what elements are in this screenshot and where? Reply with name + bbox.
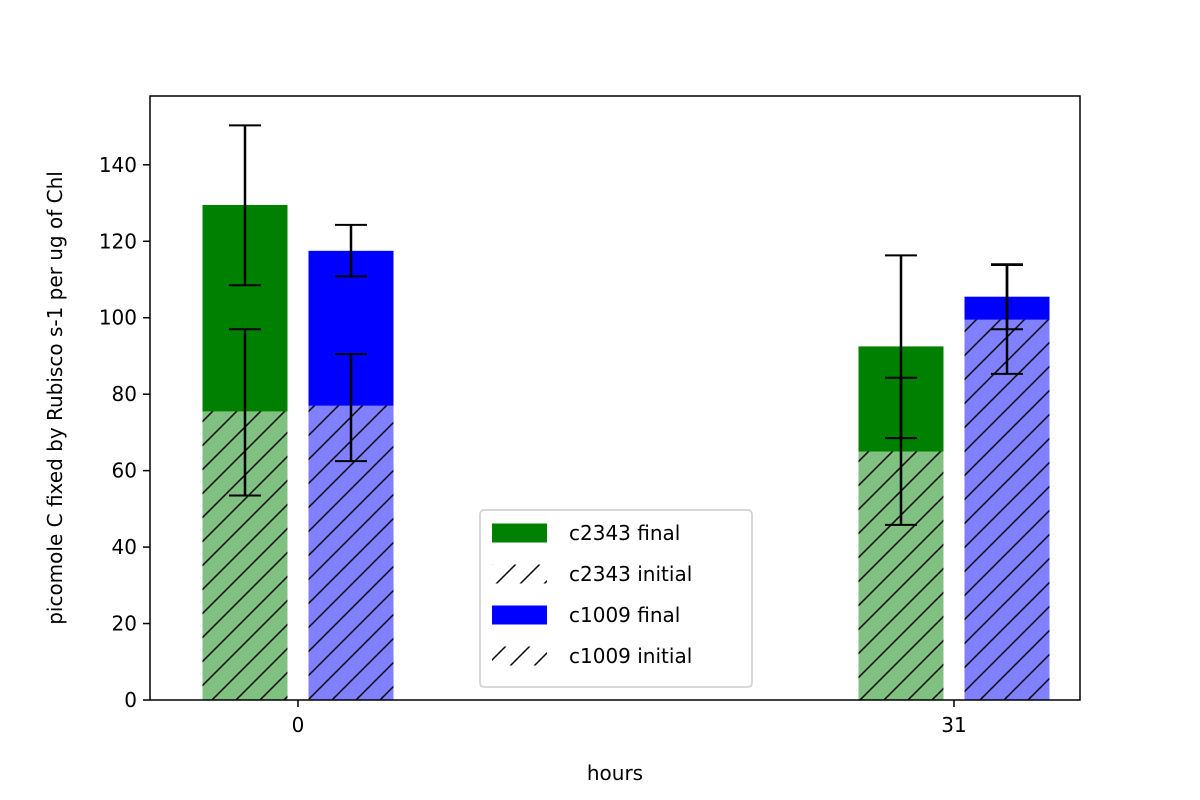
c2343-initial-legend-swatch [492, 564, 547, 584]
y-tick-label-120: 120 [99, 229, 137, 253]
c1009-final-legend-label: c1009 final [569, 603, 680, 627]
y-axis-label: picomole C fixed by Rubisco s-1 per ug o… [43, 171, 67, 625]
x-tick-label-0: 0 [292, 713, 305, 737]
legend: c2343 final c2343 initial c1009 final c1009… [479, 509, 753, 688]
y-tick-label-140: 140 [99, 153, 137, 177]
y-tick-label-80: 80 [112, 382, 137, 406]
legend-box [479, 509, 753, 688]
y-tick-label-40: 40 [112, 535, 137, 559]
y-tick-label-20: 20 [112, 612, 137, 636]
c1009-initial-legend-label: c1009 initial [569, 644, 692, 668]
bars-group [202, 204, 1050, 700]
c2343-final-legend-label: c2343 final [569, 521, 680, 545]
x-axis: 0 31 [292, 700, 967, 737]
c2343-initial-legend-label: c2343 initial [569, 562, 692, 586]
y-tick-label-60: 60 [112, 459, 137, 483]
c1009-initial-bar-31-hatch [964, 319, 1050, 700]
c1009-initial-legend-swatch [492, 646, 547, 666]
x-axis-label: hours [587, 761, 643, 785]
c2343-final-legend-swatch [492, 523, 547, 543]
y-axis: 0 20 40 60 80 100 120 140 [99, 153, 150, 712]
y-tick-label-0: 0 [124, 688, 137, 712]
error-bars-group [229, 124, 1023, 526]
c1009-final-legend-swatch [492, 605, 547, 625]
y-tick-label-100: 100 [99, 306, 137, 330]
x-tick-label-31: 31 [941, 713, 966, 737]
plot-frame [149, 95, 1081, 701]
